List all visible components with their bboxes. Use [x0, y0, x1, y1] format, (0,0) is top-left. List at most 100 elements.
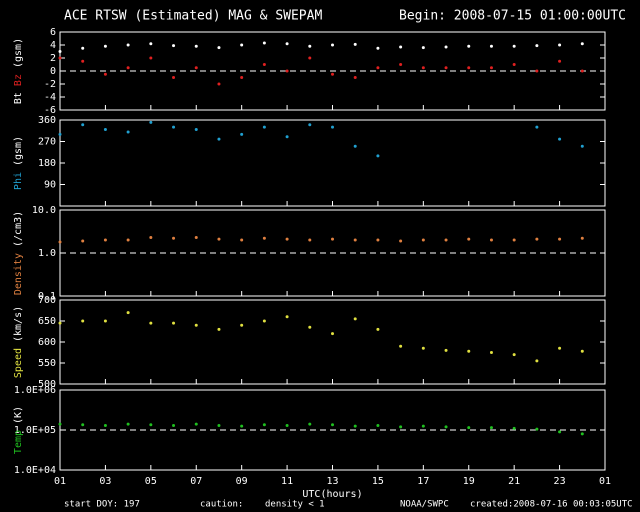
- x-tick-label: 01: [599, 476, 611, 487]
- data-point: [444, 66, 448, 70]
- data-point: [194, 66, 198, 70]
- data-point: [149, 423, 153, 427]
- panel-frame: [59, 119, 606, 207]
- data-point: [444, 348, 448, 352]
- data-point: [580, 69, 584, 73]
- data-point: [217, 237, 221, 241]
- data-point: [149, 120, 153, 124]
- data-point: [331, 125, 334, 129]
- data-point: [376, 46, 380, 50]
- data-point: [194, 323, 198, 327]
- data-point: [580, 236, 584, 240]
- data-point: [467, 44, 471, 48]
- data-point: [58, 422, 62, 426]
- data-point: [172, 125, 176, 129]
- data-point: [489, 238, 493, 242]
- data-point: [149, 321, 153, 325]
- y-tick-label: 1.0E+04: [14, 465, 56, 476]
- data-point: [376, 327, 380, 331]
- data-point: [126, 43, 130, 47]
- data-point: [558, 137, 562, 141]
- y-tick-label: 10.0: [32, 205, 56, 216]
- data-point: [512, 353, 516, 357]
- data-point: [240, 76, 244, 79]
- data-point: [467, 66, 471, 70]
- data-point: [353, 76, 357, 79]
- data-point: [58, 321, 62, 325]
- y-axis-label-part: Temp: [13, 430, 24, 454]
- data-point: [580, 432, 584, 436]
- data-point: [376, 423, 380, 427]
- data-point: [240, 323, 244, 327]
- data-point: [285, 69, 289, 73]
- footer-text: caution:: [200, 500, 243, 510]
- data-point: [353, 144, 357, 148]
- data-point: [285, 135, 289, 139]
- data-point: [421, 238, 425, 242]
- data-point: [126, 422, 130, 426]
- x-tick-label: 11: [281, 476, 293, 487]
- data-point: [240, 43, 244, 47]
- data-point: [285, 315, 289, 319]
- y-axis-label: Temp (K): [13, 406, 24, 454]
- data-point: [217, 46, 221, 50]
- data-point: [489, 66, 493, 70]
- data-point: [194, 44, 198, 48]
- y-axis-label: Phi (gsm): [13, 136, 24, 190]
- x-tick-label: 23: [554, 476, 566, 487]
- data-point: [103, 423, 107, 427]
- y-axis-label-part: Phi: [13, 172, 24, 190]
- y-tick-label: -4: [44, 92, 56, 103]
- data-point: [421, 424, 425, 428]
- y-tick-label: 90: [44, 180, 56, 191]
- data-point: [489, 351, 493, 354]
- data-point: [331, 237, 334, 241]
- data-point: [172, 321, 176, 325]
- y-tick-label: 0.1: [38, 291, 56, 302]
- y-tick-label: 1.0: [38, 248, 56, 259]
- y-axis-label-part: Density: [13, 253, 24, 295]
- data-point: [262, 63, 266, 66]
- data-point: [444, 238, 448, 242]
- y-axis-label-part: (gsm): [13, 38, 24, 68]
- y-axis-label-part: (gsm): [13, 136, 24, 166]
- data-point: [535, 427, 539, 431]
- data-point: [308, 123, 312, 127]
- data-point: [558, 430, 562, 434]
- data-point: [467, 426, 471, 430]
- data-point: [103, 238, 107, 242]
- data-point: [580, 349, 584, 353]
- data-point: [535, 69, 539, 73]
- data-point: [489, 44, 493, 48]
- y-tick-label: 270: [38, 137, 56, 148]
- data-point: [535, 359, 539, 363]
- y-tick-label: -2: [44, 79, 56, 90]
- data-point: [512, 426, 516, 430]
- data-point: [262, 423, 266, 427]
- data-point: [399, 344, 403, 348]
- y-tick-label: 1.0E+06: [14, 385, 56, 396]
- data-point: [81, 239, 85, 243]
- y-axis-label-part: (km/s): [13, 306, 24, 342]
- data-point: [81, 59, 85, 63]
- data-point: [580, 144, 584, 148]
- data-point: [81, 123, 85, 127]
- data-point: [126, 66, 130, 70]
- x-tick-label: 21: [508, 476, 520, 487]
- x-tick-label: 19: [463, 476, 475, 487]
- data-point: [467, 349, 471, 353]
- data-point: [580, 42, 584, 46]
- data-point: [489, 426, 493, 430]
- footer-text: start DOY: 197: [64, 500, 140, 510]
- data-point: [262, 125, 266, 129]
- data-point: [399, 45, 403, 49]
- data-point: [172, 236, 176, 240]
- footer-text: density < 1: [265, 500, 325, 510]
- data-point: [331, 43, 334, 47]
- y-tick-label: 360: [38, 115, 56, 126]
- data-point: [103, 72, 107, 76]
- panel-frame: [59, 299, 606, 385]
- data-point: [240, 424, 244, 428]
- y-tick-label: 700: [38, 295, 56, 306]
